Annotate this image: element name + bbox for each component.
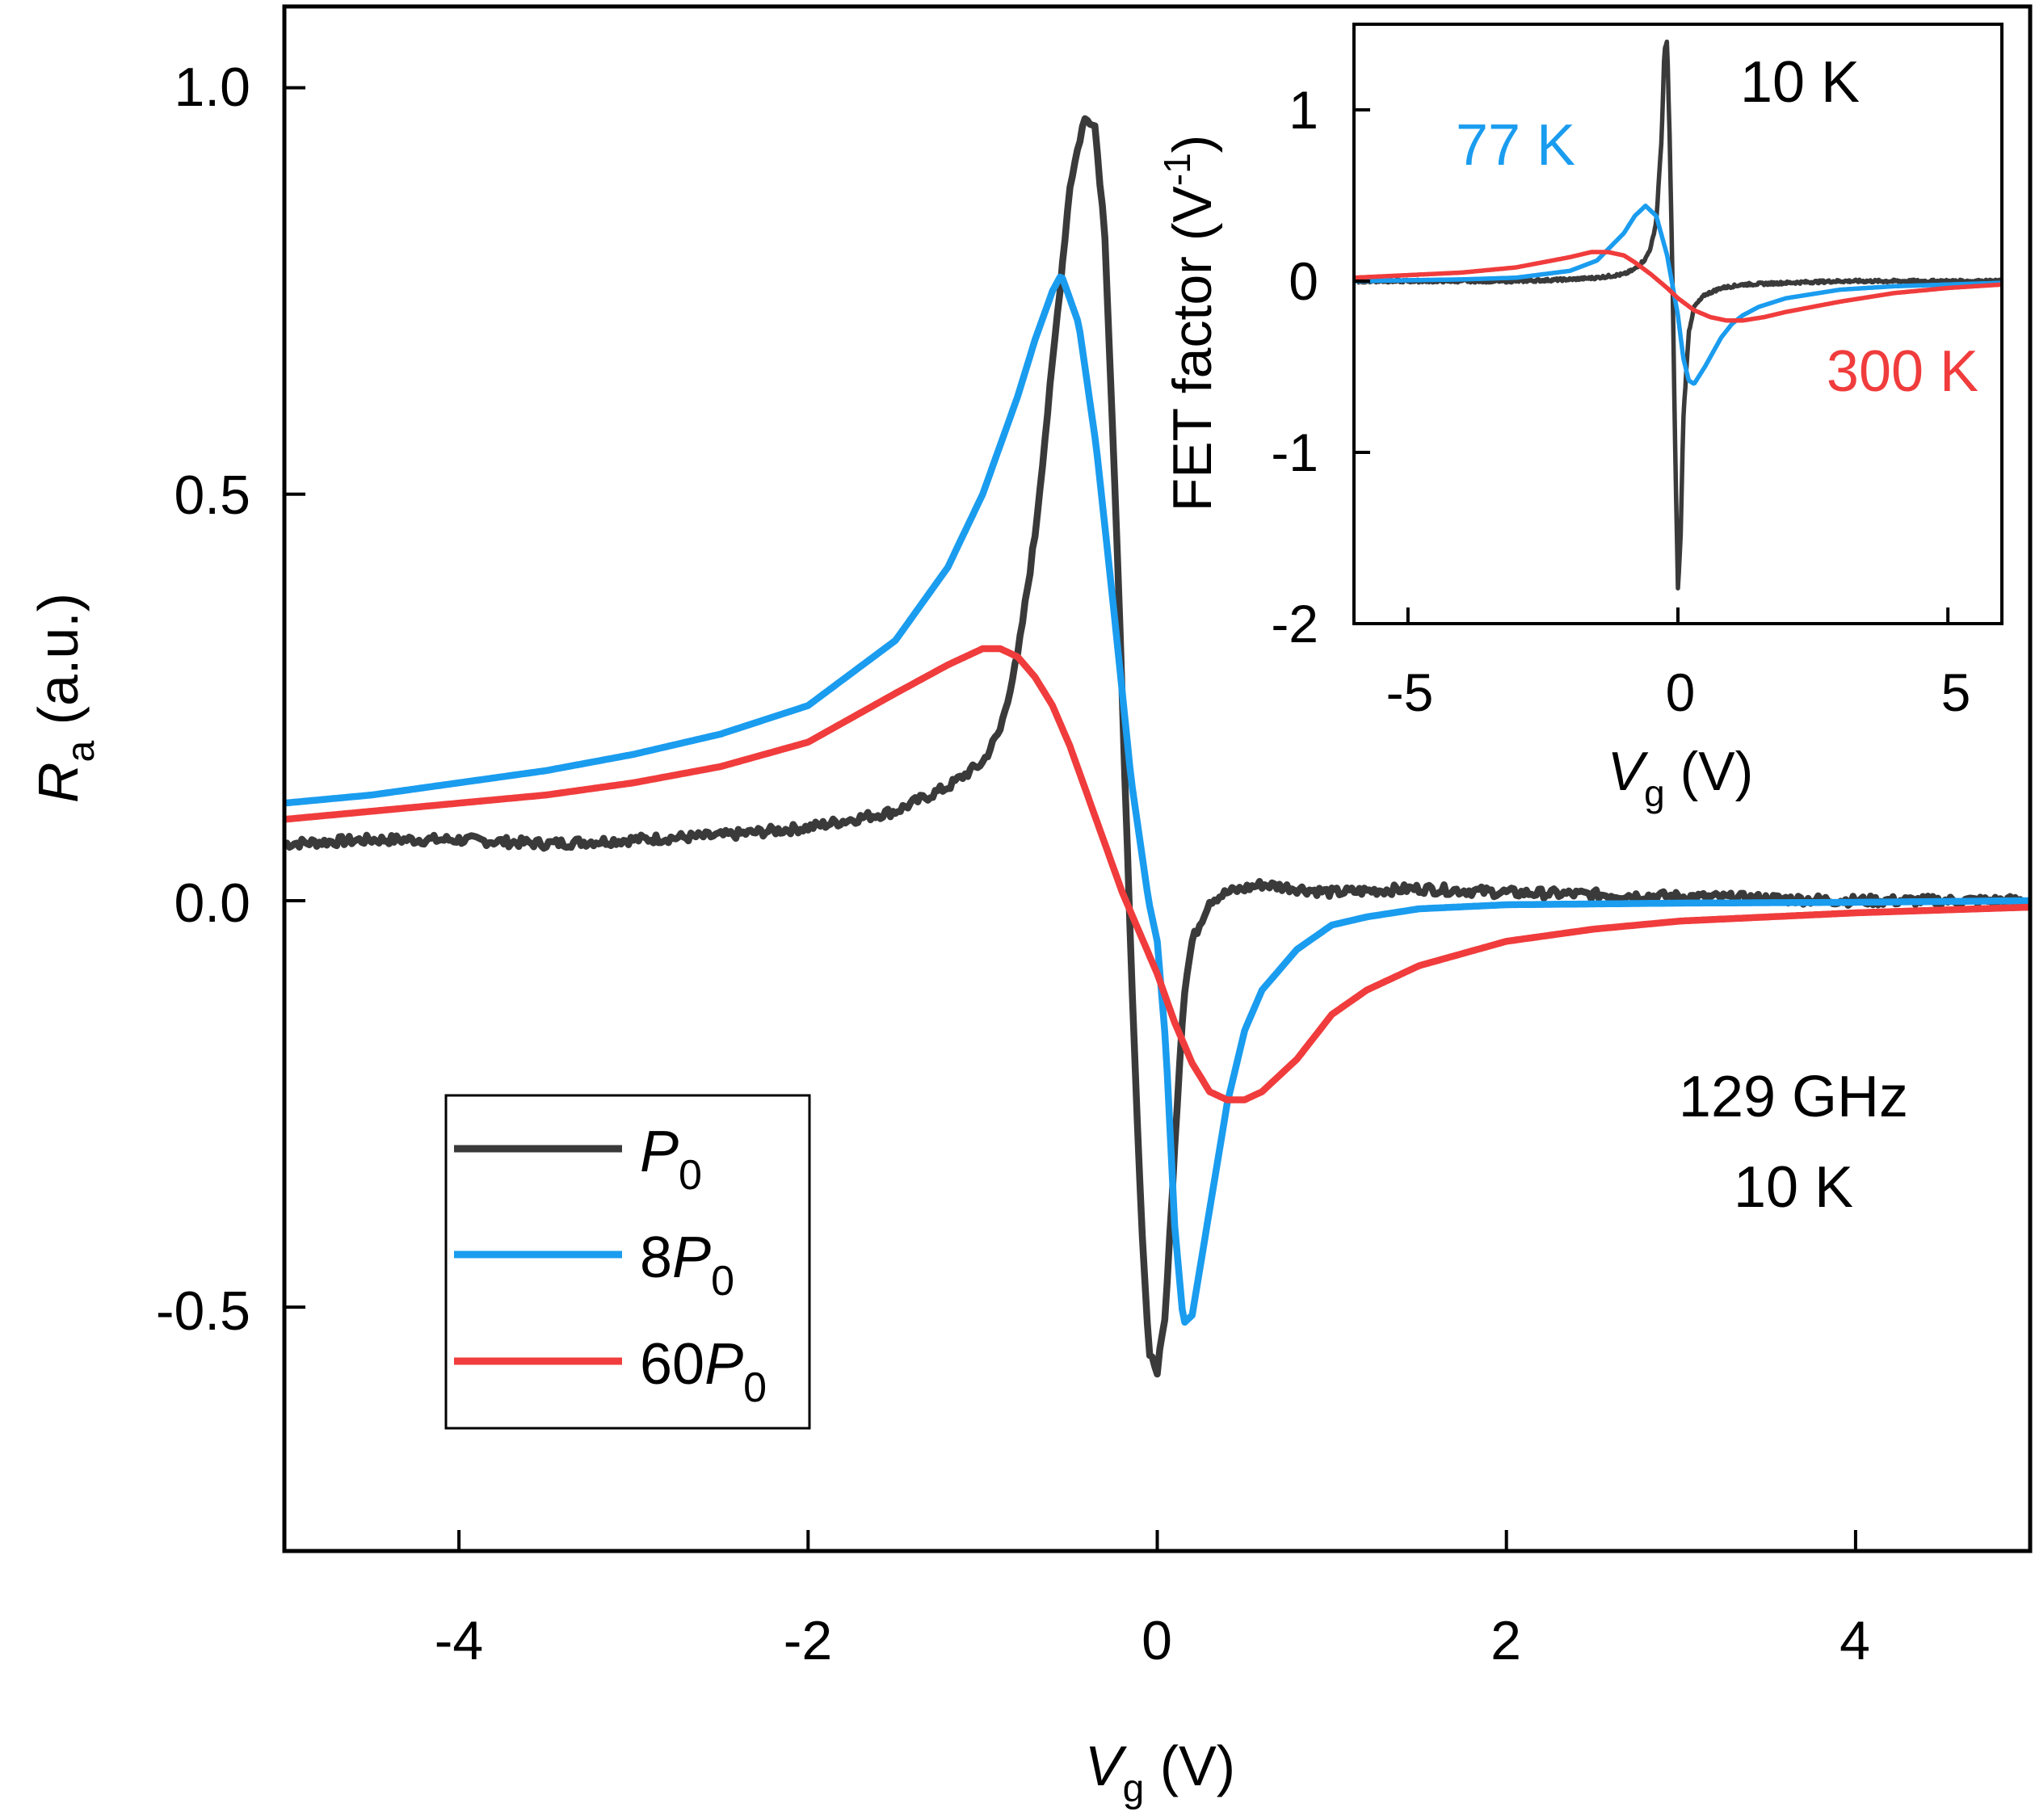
y-title-unit: (a.u.): [27, 593, 90, 741]
main-ytick-label: 0.0: [174, 872, 250, 934]
inset-y-axis-title: FET factor (V-1): [1156, 135, 1223, 512]
main-ytick-label: 1.0: [174, 57, 250, 118]
inset-x-title-unit: (V): [1665, 741, 1754, 802]
x-title-unit: (V): [1144, 1734, 1235, 1797]
inset-y-tick-labels: 1 0 -1 -2: [1271, 80, 1318, 654]
main-plot: 1.0 0.5 0.0 -0.5 -4 -2 0 2 4 Vg (V) Ra (…: [27, 4, 2033, 1810]
inset-series-77k: [1354, 203, 2002, 386]
inset-x-axis-title: Vg (V): [1608, 741, 1754, 814]
inset-xtick-label: -5: [1386, 662, 1434, 722]
legend-label-60p0: 60P0: [640, 1332, 767, 1411]
inset-ytick-label: 0: [1289, 251, 1318, 311]
annotation-temperature: 10 K: [1734, 1155, 1853, 1220]
inset-y-title-text: FET factor (V: [1162, 186, 1223, 512]
main-series-8p0: [284, 273, 2030, 1326]
legend-label-p0: P0: [640, 1120, 702, 1199]
main-y-axis-title: Ra (a.u.): [27, 593, 103, 803]
legend: P0 8P0 60P0: [444, 1094, 811, 1430]
legend-prefix: 60: [640, 1332, 704, 1397]
legend-prefix: 8: [640, 1225, 672, 1290]
main-series-p0: [284, 115, 2030, 1378]
inset-series-300k: [1354, 250, 2002, 323]
inset-x-tick-labels: -5 0 5: [1386, 662, 1971, 722]
legend-subscript: 0: [743, 1364, 767, 1411]
inset-ytick-label: 1: [1289, 80, 1318, 140]
main-xtick-label: -2: [784, 1610, 832, 1671]
main-annotation: 129 GHz 10 K: [1679, 1065, 1908, 1220]
main-xtick-label: 0: [1142, 1610, 1172, 1671]
inset-y-title-close: ): [1162, 135, 1223, 153]
y-title-subscript: a: [60, 740, 103, 762]
legend-symbol: P: [704, 1332, 743, 1397]
x-title-symbol: V: [1085, 1734, 1128, 1797]
main-y-tick-labels: 1.0 0.5 0.0 -0.5: [156, 57, 250, 1342]
main-series-layer: [284, 115, 2030, 1378]
legend-symbol: P: [672, 1225, 711, 1290]
inset-label-77k: 77 K: [1456, 113, 1575, 178]
y-title-symbol: R: [27, 762, 90, 803]
inset-series-layer: [1354, 39, 2002, 591]
inset-plot: 1 0 -1 -2 -5 0 5 Vg (V) FET factor (V-1)…: [1156, 23, 2003, 814]
annotation-frequency: 129 GHz: [1679, 1065, 1908, 1129]
main-x-tick-labels: -4 -2 0 2 4: [435, 1610, 1870, 1671]
inset-x-title-symbol: V: [1608, 741, 1649, 802]
x-title-subscript: g: [1123, 1767, 1145, 1810]
legend-subscript: 0: [679, 1152, 702, 1199]
main-x-axis-title: Vg (V): [1085, 1734, 1235, 1810]
inset-ytick-label: -1: [1271, 422, 1318, 482]
legend-label-8p0: 8P0: [640, 1225, 734, 1305]
inset-ytick-label: -2: [1271, 594, 1318, 654]
main-series-60p0: [284, 645, 2030, 1103]
inset-axis-ticks: [1354, 108, 1950, 625]
legend-subscript: 0: [711, 1258, 734, 1305]
inset-x-title-subscript: g: [1644, 772, 1665, 814]
main-axis-ticks: [284, 86, 1857, 1551]
main-ytick-label: -0.5: [156, 1280, 250, 1342]
inset-xtick-label: 0: [1666, 662, 1696, 722]
main-xtick-label: 4: [1839, 1610, 1870, 1671]
main-xtick-label: 2: [1491, 1610, 1521, 1671]
legend-symbol: P: [640, 1120, 679, 1184]
inset-label-300k: 300 K: [1827, 339, 1978, 404]
inset-label-10k: 10 K: [1740, 50, 1860, 115]
main-xtick-label: -4: [435, 1610, 483, 1671]
inset-xtick-label: 5: [1941, 662, 1971, 722]
main-ytick-label: 0.5: [174, 464, 250, 526]
inset-y-title-superscript: -1: [1156, 153, 1198, 186]
